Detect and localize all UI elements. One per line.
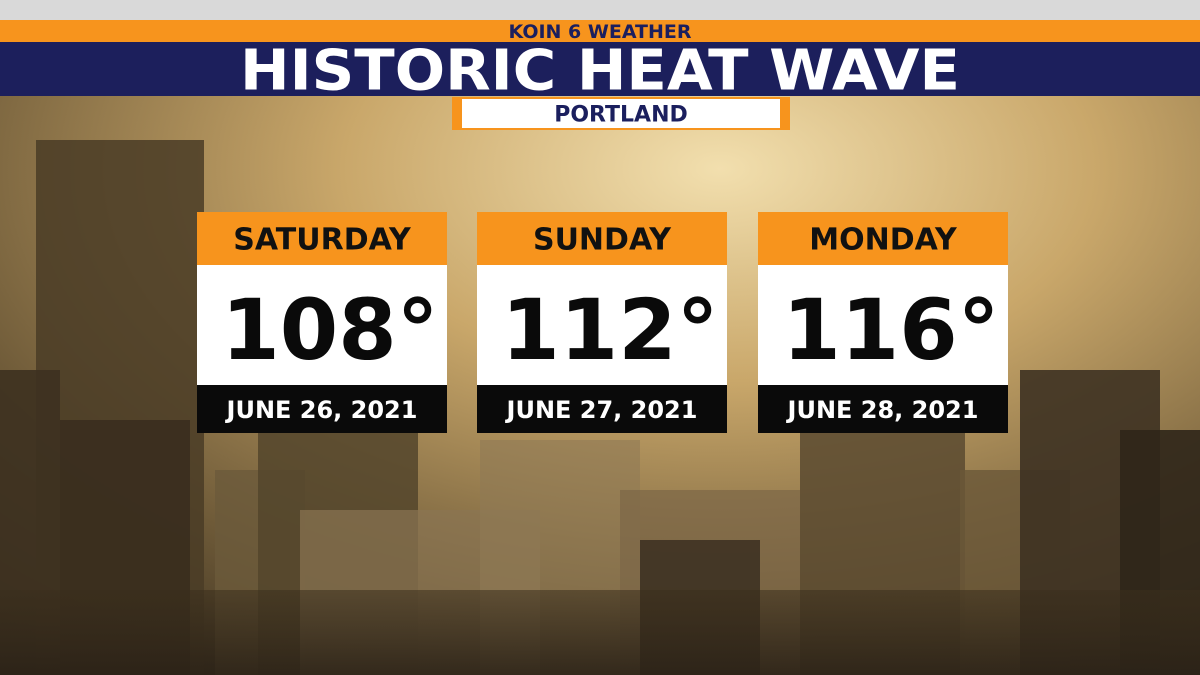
day-header [477, 212, 727, 265]
title-bar [0, 42, 1200, 96]
location-box [462, 99, 780, 128]
top-strip [0, 0, 1200, 20]
day-cards: SATURDAY 108° JUNE 26, 2021 SUNDAY 112° JUNE … [197, 212, 1008, 433]
temp-box [758, 265, 1008, 385]
temp-box [477, 265, 727, 385]
temperature: 116° [782, 281, 999, 379]
day-name: SUNDAY [533, 223, 672, 258]
temperature: 112° [501, 281, 718, 379]
day-header [758, 212, 1008, 265]
day-header [197, 212, 447, 265]
title: HISTORIC HEAT WAVE [240, 39, 960, 104]
date-box [758, 385, 1008, 433]
brand-bar [0, 20, 1200, 42]
date: JUNE 28, 2021 [786, 396, 979, 424]
temperature: 108° [221, 281, 438, 379]
date: JUNE 26, 2021 [225, 396, 418, 424]
date-box [197, 385, 447, 433]
date-box [477, 385, 727, 433]
day-name: MONDAY [809, 223, 958, 258]
location: PORTLAND [554, 103, 688, 128]
temp-box [197, 265, 447, 385]
brand: KOIN 6 WEATHER [508, 21, 691, 43]
date: JUNE 27, 2021 [505, 396, 698, 424]
day-name: SATURDAY [233, 223, 412, 258]
